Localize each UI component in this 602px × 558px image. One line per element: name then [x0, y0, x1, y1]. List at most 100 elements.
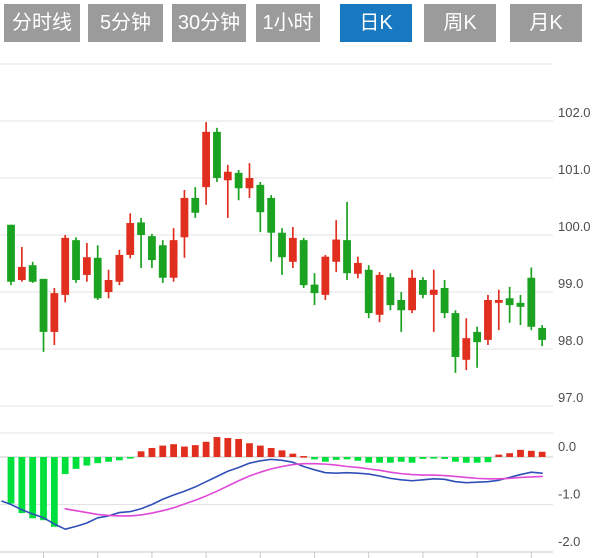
macd-bar: [419, 457, 427, 459]
macd-bar: [538, 451, 546, 457]
macd-bar: [83, 457, 91, 466]
price-axis-label: 97.0: [558, 390, 583, 405]
macd-bar: [343, 457, 351, 460]
candle-body: [93, 257, 102, 299]
candle-body: [310, 284, 319, 294]
candle-body: [386, 277, 395, 306]
candle-body: [126, 223, 135, 255]
tab-30min[interactable]: 30分钟: [172, 4, 246, 42]
macd-bar: [321, 457, 329, 462]
tab-monthly-k[interactable]: 月K: [510, 4, 582, 42]
macd-bar: [354, 457, 362, 461]
candle-body: [473, 331, 482, 343]
candle-body: [408, 277, 416, 311]
candle-body: [50, 293, 59, 332]
candle-body: [267, 197, 276, 233]
macd-bar: [213, 437, 221, 457]
candle-body: [484, 299, 492, 340]
macd-bar: [289, 453, 297, 457]
candle-body: [213, 131, 221, 178]
candle-body: [28, 265, 37, 282]
macd-bar: [94, 457, 102, 464]
macd-bar: [300, 456, 308, 458]
candle-body: [158, 245, 167, 278]
macd-bar: [278, 450, 286, 457]
candle-body: [245, 178, 254, 189]
candle-body: [278, 232, 286, 258]
macd-bar: [137, 451, 145, 457]
candles: [7, 122, 547, 373]
macd-bar: [40, 457, 47, 521]
candle-body: [39, 278, 48, 332]
macd-bar: [506, 453, 514, 457]
macd-bar: [170, 444, 177, 457]
macd-bar: [462, 457, 470, 463]
macd-axis-label: -2.0: [558, 534, 580, 549]
candle-body: [82, 257, 91, 275]
macd-bar: [473, 457, 481, 463]
candle-body: [148, 236, 156, 261]
macd-bar: [430, 457, 438, 459]
dea-line: [64, 462, 543, 517]
candle-body: [61, 237, 70, 295]
candle-body: [364, 269, 373, 314]
candle-body: [451, 313, 460, 357]
macd-axis-label: -1.0: [558, 487, 580, 502]
price-axis-label: 101.0: [558, 162, 591, 177]
macd-bar: [159, 445, 167, 457]
macd-bar: [181, 446, 188, 457]
candle-body: [223, 171, 232, 181]
macd-bar: [126, 457, 134, 459]
price-axis-label: 99.0: [558, 276, 583, 291]
tab-5min[interactable]: 5分钟: [88, 4, 163, 42]
macd-bar: [484, 457, 492, 463]
candle-body: [538, 327, 547, 340]
macd-bar: [7, 457, 15, 504]
candle-body: [332, 239, 341, 262]
candle-body: [343, 240, 351, 274]
candle-body: [191, 197, 200, 213]
macd-bar: [517, 449, 524, 457]
macd-bar: [50, 457, 58, 527]
candle-body: [115, 254, 124, 282]
macd-bar: [72, 457, 80, 469]
candle-body: [180, 197, 189, 238]
macd-bar: [235, 438, 243, 457]
macd-bar: [29, 457, 37, 519]
tab-timeline[interactable]: 分时线: [4, 4, 80, 42]
candle-body: [321, 256, 330, 295]
macd-bar: [116, 457, 123, 461]
candle-body: [17, 266, 26, 281]
macd-bar: [311, 457, 318, 460]
macd-bar: [224, 438, 232, 457]
candle-body: [440, 288, 449, 314]
macd-bar: [387, 457, 394, 463]
candle-body: [527, 277, 536, 327]
macd-bar: [61, 457, 69, 475]
tab-1hour[interactable]: 1小时: [256, 4, 320, 42]
macd-histogram: [7, 437, 546, 527]
candle-body: [72, 240, 80, 281]
candle-body: [505, 298, 514, 306]
dif-line: [1, 458, 543, 531]
macd-bar: [332, 457, 340, 460]
price-axis-label: 102.0: [558, 105, 591, 120]
macd-bar: [148, 447, 156, 457]
macd-bar: [408, 457, 416, 463]
macd-bar: [267, 447, 275, 457]
candle-body: [234, 172, 243, 189]
candle-body: [104, 280, 113, 292]
tab-daily-k[interactable]: 日K: [340, 4, 412, 42]
macd-bar: [18, 457, 26, 514]
macd-bar: [365, 457, 373, 463]
candle-body: [419, 280, 427, 295]
candle-body: [429, 289, 438, 295]
candle-body: [516, 302, 525, 307]
macd-bar: [256, 445, 264, 457]
macd-bar: [452, 457, 459, 462]
tab-weekly-k[interactable]: 周K: [424, 4, 496, 42]
macd-bar: [202, 441, 210, 457]
candle-body: [7, 224, 15, 282]
